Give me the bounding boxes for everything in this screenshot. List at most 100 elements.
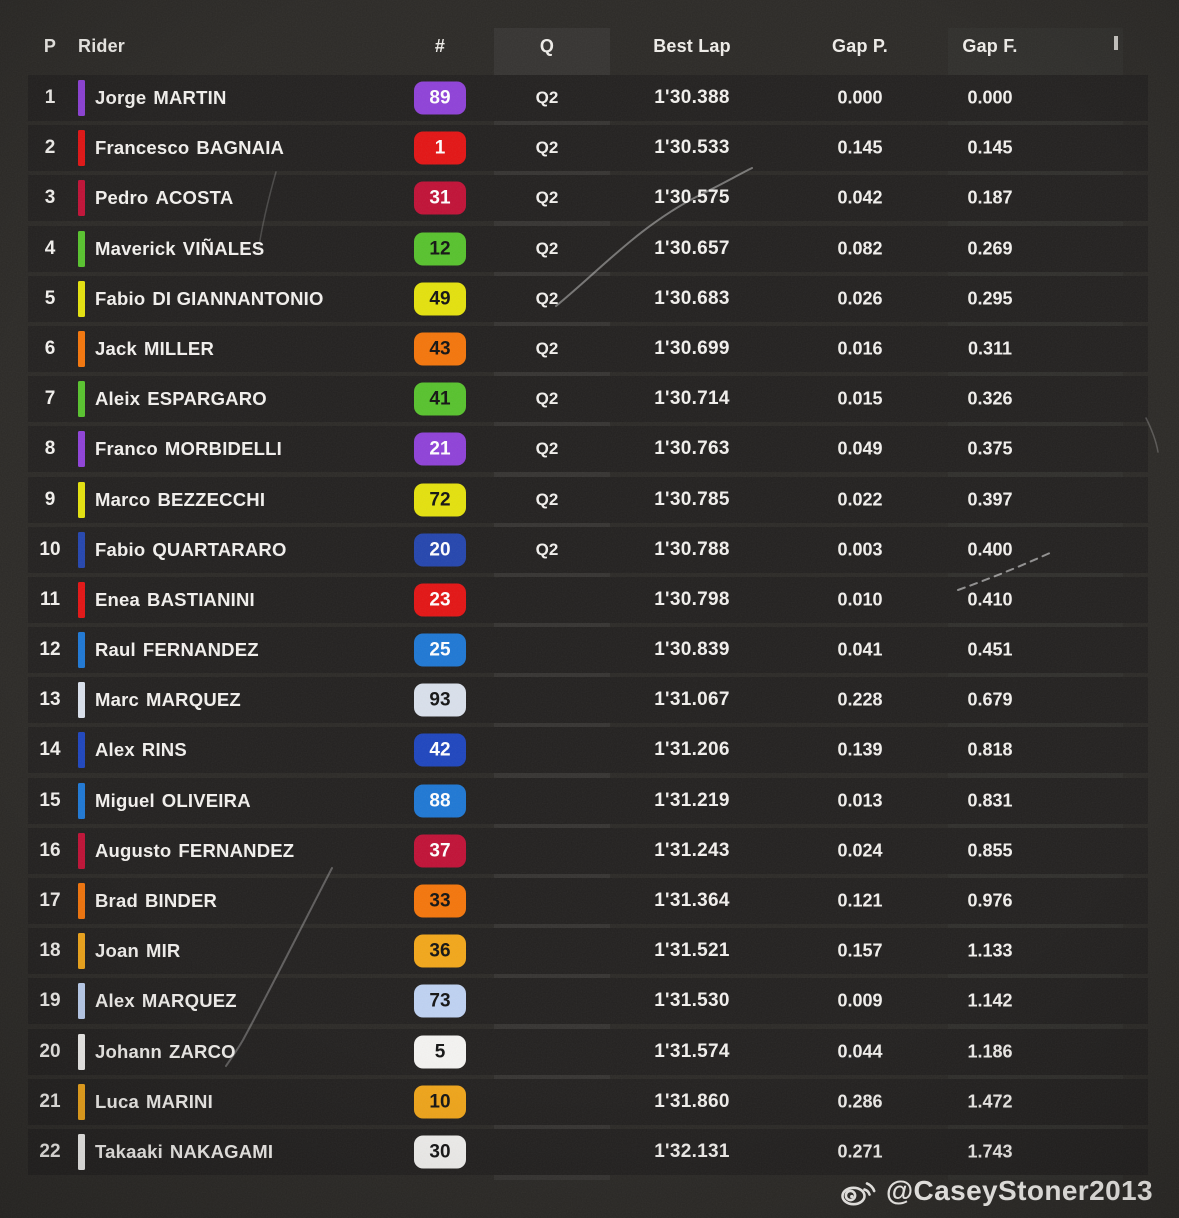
rider-last-name: BAGNAIA (196, 137, 285, 159)
gap-previous: 0.049 (837, 438, 883, 459)
rider-first-name: Alex (95, 739, 135, 761)
rider-first-name: Marco (95, 488, 151, 510)
gap-first: 0.326 (967, 388, 1013, 409)
q-session: Q2 (535, 389, 559, 409)
position-number: 9 (44, 488, 56, 510)
rider-last-name: ZARCO (168, 1040, 236, 1062)
team-color-bar (78, 632, 85, 669)
best-lap-time: 1'31.067 (654, 689, 730, 711)
gap-first: 0.831 (967, 790, 1013, 811)
rider-last-name: FERNANDEZ (178, 839, 295, 861)
header-rider: Rider (78, 36, 126, 56)
best-lap-time: 1'30.575 (654, 187, 730, 209)
rider-first-name: Alex (95, 990, 135, 1012)
team-color-bar (78, 1133, 85, 1170)
gap-previous: 0.145 (837, 137, 883, 158)
rider-last-name: DI GIANNANTONIO (152, 287, 324, 309)
rider-last-name: MILLER (143, 337, 215, 359)
best-lap-time: 1'30.763 (654, 438, 730, 460)
best-lap-time: 1'31.530 (654, 990, 730, 1012)
rider-name: Pedro ACOSTA (95, 187, 233, 209)
rider-name: Alex RINS (95, 739, 187, 761)
header-number: # (434, 36, 446, 56)
rider-name: Maverick VIÑALES (95, 238, 264, 260)
rider-last-name: FERNANDEZ (142, 639, 259, 661)
header-position: P (43, 36, 57, 56)
q-session: Q2 (535, 238, 559, 258)
team-color-bar (78, 682, 85, 719)
rider-name: Marco BEZZECCHI (95, 489, 265, 511)
team-color-bar (78, 180, 85, 217)
best-lap-time: 1'30.533 (654, 137, 730, 159)
gap-previous: 0.026 (837, 288, 883, 309)
rider-name: Franco MORBIDELLI (95, 438, 282, 460)
q-session: Q2 (535, 88, 559, 107)
gap-first: 0.397 (967, 489, 1013, 509)
rider-first-name: Pedro (95, 187, 149, 209)
team-color-bar (78, 431, 85, 468)
rider-name: Fabio DI GIANNANTONIO (95, 288, 324, 310)
rider-number-badge: 1 (414, 131, 466, 165)
position-number: 3 (44, 187, 56, 209)
gap-first: 1.133 (967, 940, 1013, 961)
rider-last-name: NAKAGAMI (169, 1140, 274, 1162)
rider-first-name: Aleix (95, 388, 141, 410)
position-number: 18 (39, 940, 61, 962)
rider-number-badge: 88 (414, 784, 466, 818)
position-number: 1 (44, 87, 56, 108)
rider-first-name: Marc (95, 689, 139, 711)
gap-first: 0.187 (967, 187, 1013, 208)
rider-number-badge: 73 (414, 984, 466, 1018)
rider-number-badge: 43 (414, 332, 466, 366)
table-row: 5 Fabio DI GIANNANTONIO 49 Q2 1'30.683 0.… (28, 275, 1148, 322)
table-row: 12 Raul FERNANDEZ 25 1'30.839 0.041 0.451 (28, 627, 1148, 674)
gap-previous: 0.082 (837, 238, 883, 259)
rider-first-name: Takaaki (95, 1140, 163, 1162)
table-row: 11 Enea BASTIANINI 23 1'30.798 0.010 0.41… (28, 576, 1148, 623)
team-color-bar (78, 280, 85, 317)
table-row: 10 Fabio QUARTARARO 20 Q2 1'30.788 0.003 … (28, 526, 1148, 573)
rider-number-badge: 23 (414, 583, 466, 617)
best-lap-time: 1'31.364 (654, 890, 730, 911)
gap-first: 0.976 (967, 890, 1013, 911)
best-lap-time: 1'30.683 (654, 287, 730, 309)
rider-name: Marc MARQUEZ (95, 689, 241, 711)
table-row: 3 Pedro ACOSTA 31 Q2 1'30.575 0.042 0.187 (28, 175, 1148, 222)
table-row: 22 Takaaki NAKAGAMI 30 1'32.131 0.271 1.7… (28, 1128, 1148, 1175)
rider-number-badge: 89 (414, 81, 466, 115)
table-row: 20 Johann ZARCO 5 1'31.574 0.044 1.186 (28, 1028, 1148, 1075)
gap-first: 1.472 (967, 1091, 1013, 1112)
team-color-bar (78, 80, 85, 116)
rider-last-name: ACOSTA (155, 187, 234, 209)
rider-number-badge: 72 (414, 483, 466, 516)
gap-previous: 0.121 (837, 890, 883, 911)
position-number: 14 (39, 739, 61, 761)
rider-number-badge: 33 (414, 884, 466, 918)
rider-first-name: Jack (95, 337, 137, 359)
rider-first-name: Luca (95, 1090, 139, 1112)
table-row: 21 Luca MARINI 10 1'31.860 0.286 1.472 (28, 1078, 1148, 1125)
rider-name: Raul FERNANDEZ (95, 639, 259, 661)
team-color-bar (78, 782, 85, 819)
rider-first-name: Brad (95, 890, 138, 911)
table-header: P Rider # Q Best Lap Gap P. Gap F. (28, 36, 1148, 62)
gap-previous: 0.000 (837, 87, 883, 108)
rider-name: Fabio QUARTARARO (95, 539, 287, 561)
team-color-bar (78, 381, 85, 418)
rider-name: Jorge MARTIN (95, 87, 227, 109)
rider-name: Joan MIR (95, 940, 181, 962)
gap-first: 1.186 (967, 1041, 1013, 1062)
position-number: 16 (39, 839, 61, 861)
q-session: Q2 (535, 138, 559, 158)
gap-previous: 0.042 (837, 187, 883, 208)
rider-number-badge: 12 (414, 232, 466, 266)
table-row: 2 Francesco BAGNAIA 1 Q2 1'30.533 0.145 0… (28, 125, 1148, 172)
rider-last-name: MARQUEZ (146, 689, 241, 711)
best-lap-time: 1'31.206 (654, 739, 730, 761)
best-lap-time: 1'31.860 (654, 1090, 730, 1112)
rider-name: Francesco BAGNAIA (95, 137, 284, 159)
rider-last-name: VIÑALES (182, 237, 265, 259)
best-lap-time: 1'31.521 (654, 940, 730, 962)
gap-previous: 0.157 (837, 940, 883, 961)
